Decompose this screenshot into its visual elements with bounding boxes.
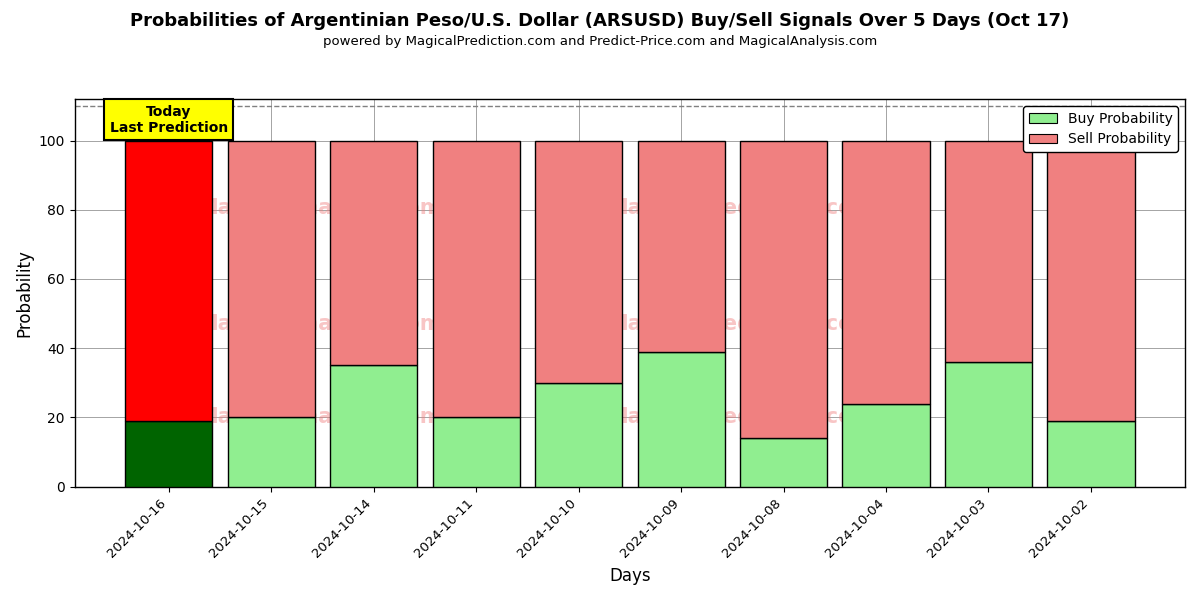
Bar bbox=[944, 140, 1032, 362]
Text: Today
Last Prediction: Today Last Prediction bbox=[109, 104, 228, 135]
Bar bbox=[944, 362, 1032, 487]
Bar bbox=[637, 140, 725, 352]
Text: MagicalPrediction.com: MagicalPrediction.com bbox=[607, 407, 875, 427]
Bar bbox=[740, 140, 827, 438]
Bar bbox=[842, 404, 930, 487]
Bar bbox=[125, 421, 212, 487]
Text: MagicalPrediction.com: MagicalPrediction.com bbox=[607, 314, 875, 334]
Bar bbox=[330, 365, 418, 487]
Y-axis label: Probability: Probability bbox=[16, 249, 34, 337]
Text: MagicalAnalysis.com: MagicalAnalysis.com bbox=[197, 407, 442, 427]
Text: Probabilities of Argentinian Peso/U.S. Dollar (ARSUSD) Buy/Sell Signals Over 5 D: Probabilities of Argentinian Peso/U.S. D… bbox=[131, 12, 1069, 30]
Bar bbox=[125, 140, 212, 421]
Text: MagicalAnalysis.com: MagicalAnalysis.com bbox=[197, 197, 442, 218]
Text: MagicalPrediction.com: MagicalPrediction.com bbox=[607, 197, 875, 218]
Text: MagicalAnalysis.com: MagicalAnalysis.com bbox=[197, 314, 442, 334]
Bar bbox=[228, 140, 314, 418]
Legend: Buy Probability, Sell Probability: Buy Probability, Sell Probability bbox=[1024, 106, 1178, 152]
Bar bbox=[535, 140, 622, 383]
X-axis label: Days: Days bbox=[610, 567, 650, 585]
Bar bbox=[228, 418, 314, 487]
Bar bbox=[432, 418, 520, 487]
Bar bbox=[535, 383, 622, 487]
Bar bbox=[842, 140, 930, 404]
Bar bbox=[1048, 140, 1134, 421]
Bar bbox=[740, 438, 827, 487]
Bar bbox=[637, 352, 725, 487]
Bar bbox=[1048, 421, 1134, 487]
Bar bbox=[330, 140, 418, 365]
Bar bbox=[432, 140, 520, 418]
Text: powered by MagicalPrediction.com and Predict-Price.com and MagicalAnalysis.com: powered by MagicalPrediction.com and Pre… bbox=[323, 35, 877, 48]
